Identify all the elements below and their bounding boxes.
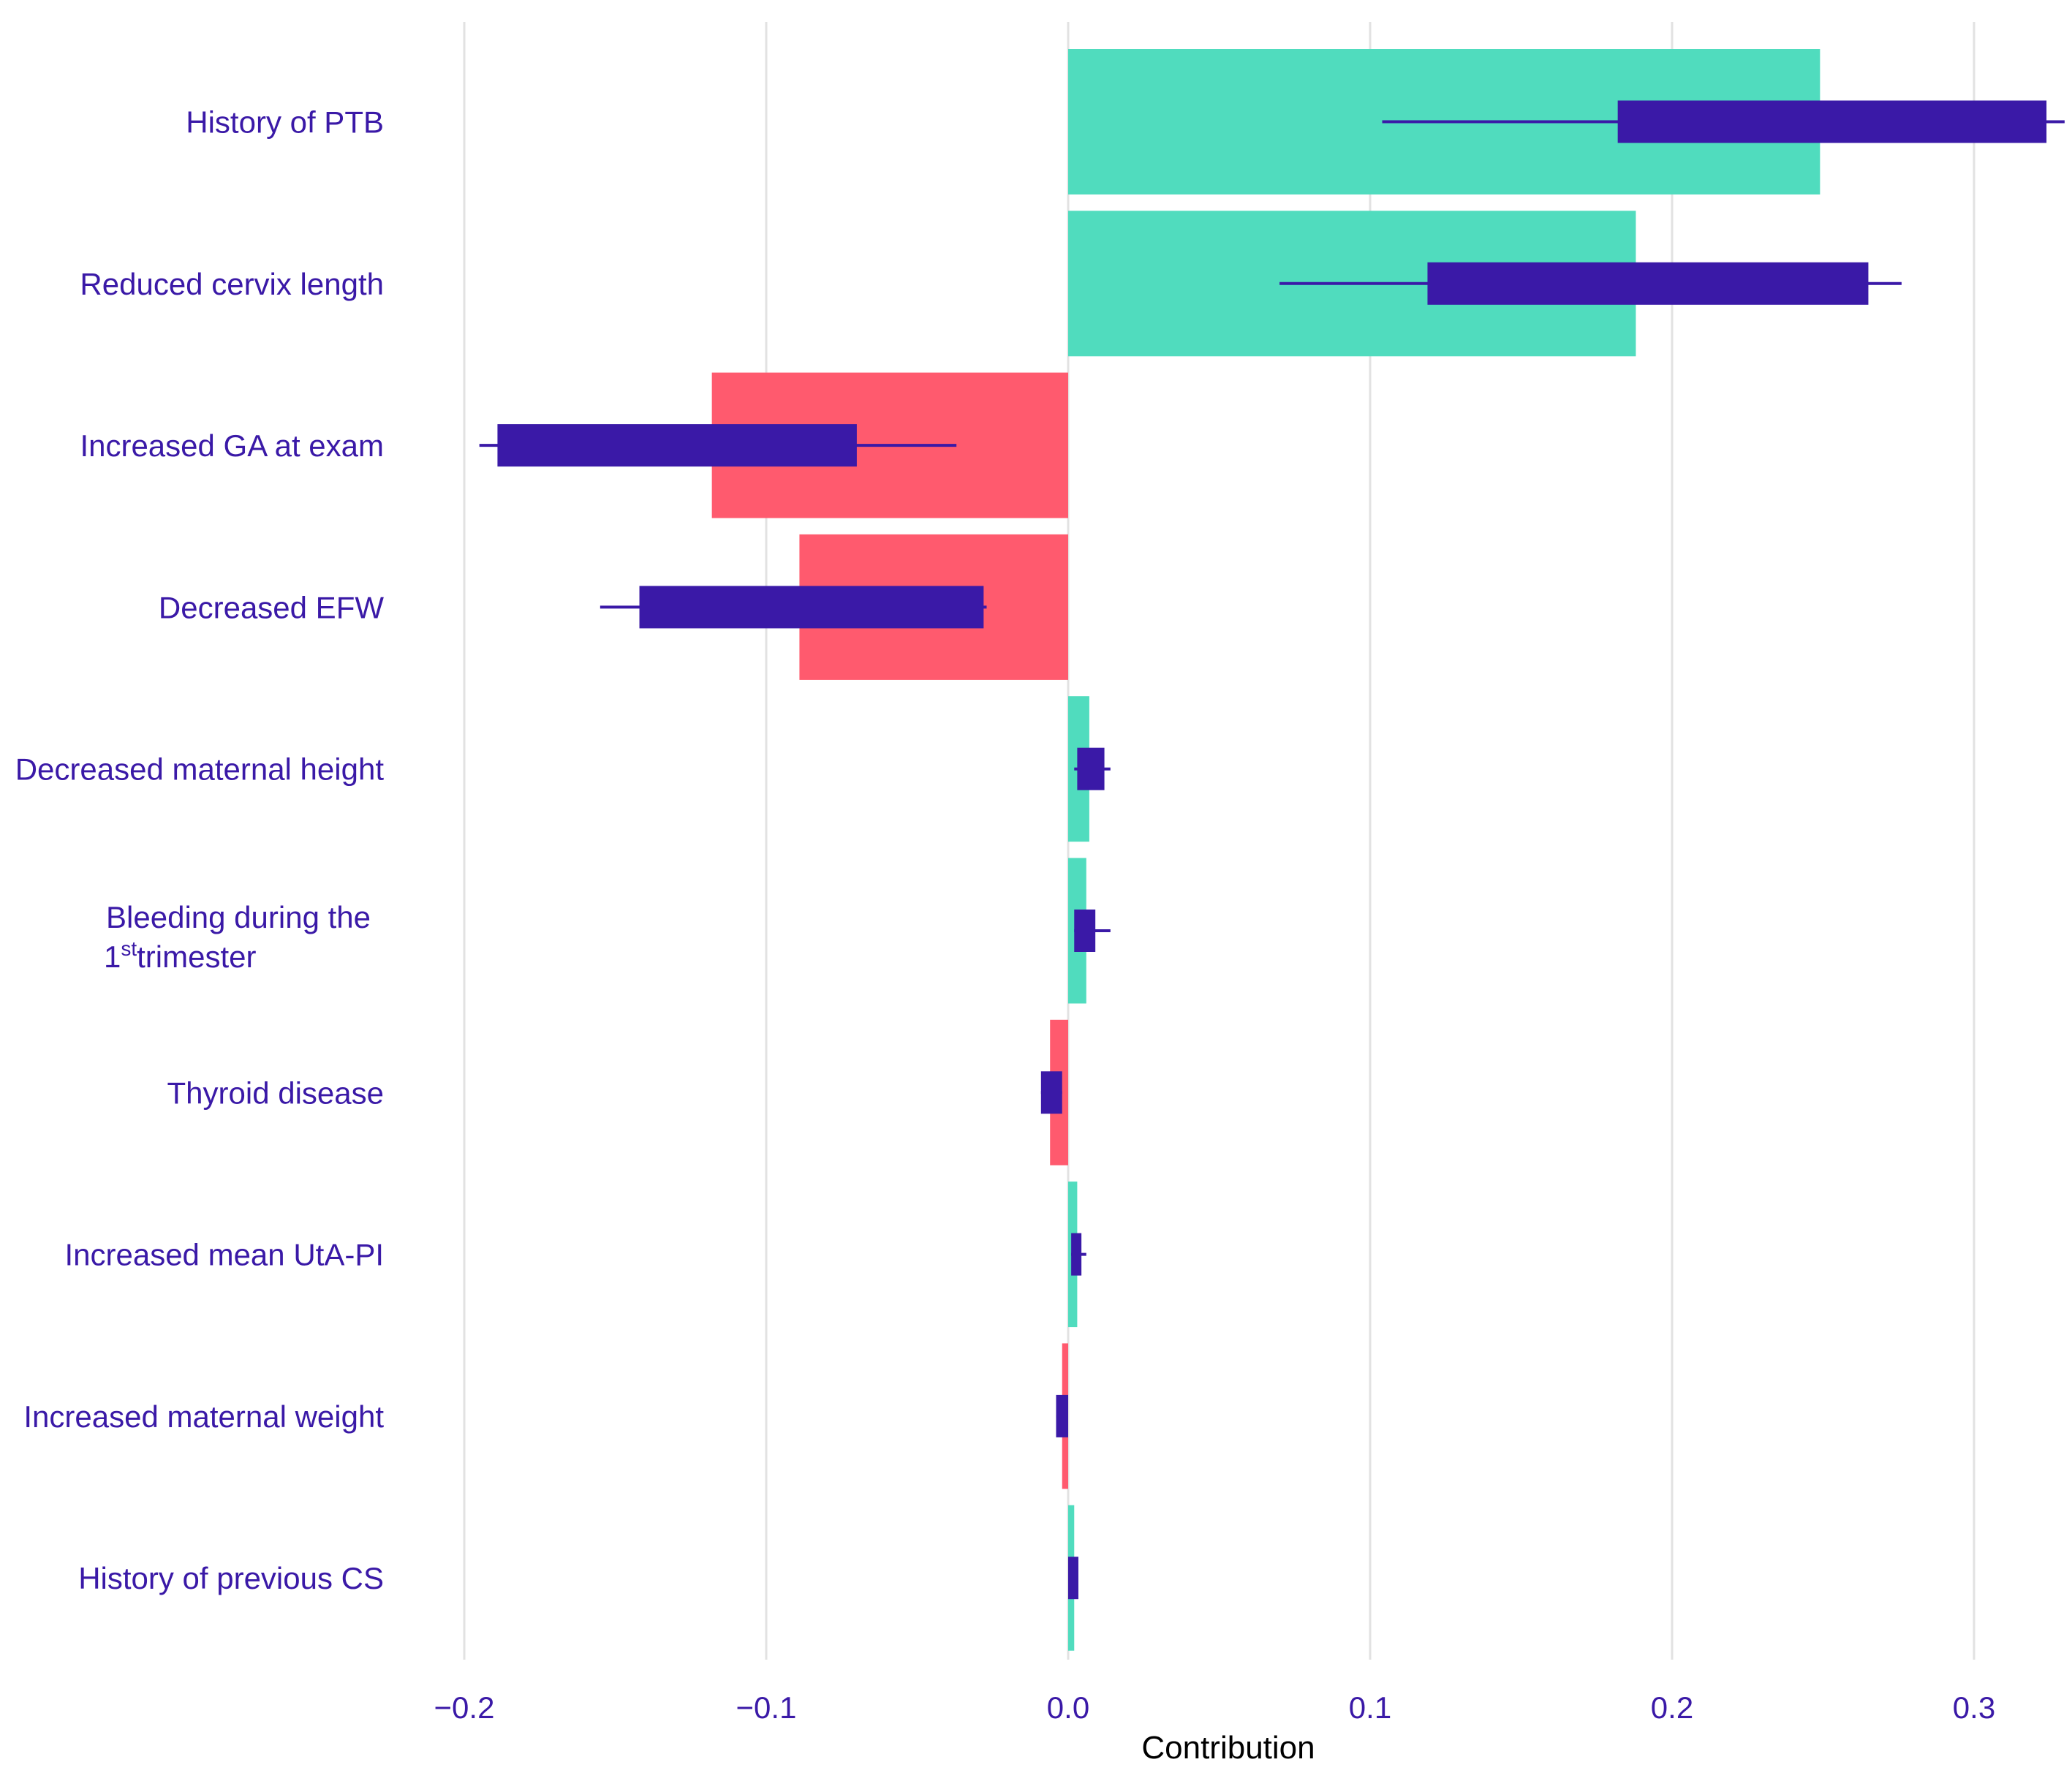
x-tick-label: −0.1 bbox=[736, 1690, 797, 1725]
y-category-label: 1sttrimester bbox=[104, 937, 257, 974]
distribution-box bbox=[639, 586, 984, 629]
distribution-box bbox=[1427, 262, 1869, 305]
x-axis-ticks: −0.2 −0.1 0.0 0.1 0.2 0.3 bbox=[434, 1690, 1996, 1725]
y-axis-labels: History of PTB Reduced cervix length Incre… bbox=[15, 105, 385, 1596]
distribution-box bbox=[1074, 910, 1096, 952]
distribution-box bbox=[1617, 100, 2047, 143]
y-category-label: Increased maternal weight bbox=[23, 1399, 384, 1434]
y-category-label: Bleeding during the bbox=[106, 900, 371, 934]
x-tick-label: 0.0 bbox=[1047, 1690, 1089, 1725]
y-category-label: History of PTB bbox=[186, 105, 384, 140]
distribution-box bbox=[1071, 1233, 1082, 1276]
distribution-box bbox=[1056, 1394, 1068, 1437]
distribution-box bbox=[497, 424, 857, 467]
distribution-box bbox=[1040, 1071, 1062, 1114]
distribution-box bbox=[1068, 1557, 1078, 1600]
distribution-box bbox=[1077, 747, 1105, 790]
y-category-label: Increased mean UtA-PI bbox=[64, 1238, 384, 1272]
y-category-label: Reduced cervix length bbox=[80, 267, 384, 301]
x-tick-label: 0.3 bbox=[1953, 1690, 1995, 1725]
y-category-label: Decreased EFW bbox=[159, 590, 384, 624]
y-category-label: Thyroid disease bbox=[167, 1075, 384, 1110]
x-axis-title: Contribution bbox=[1141, 1730, 1315, 1766]
y-category-label: Decreased maternal height bbox=[15, 752, 385, 787]
x-tick-label: 0.2 bbox=[1651, 1690, 1693, 1725]
y-category-label: Increased GA at exam bbox=[80, 428, 384, 463]
x-tick-label: 0.1 bbox=[1349, 1690, 1391, 1725]
x-tick-label: −0.2 bbox=[434, 1690, 495, 1725]
y-category-label: History of previous CS bbox=[78, 1561, 384, 1595]
distribution-boxes bbox=[479, 100, 2065, 1600]
